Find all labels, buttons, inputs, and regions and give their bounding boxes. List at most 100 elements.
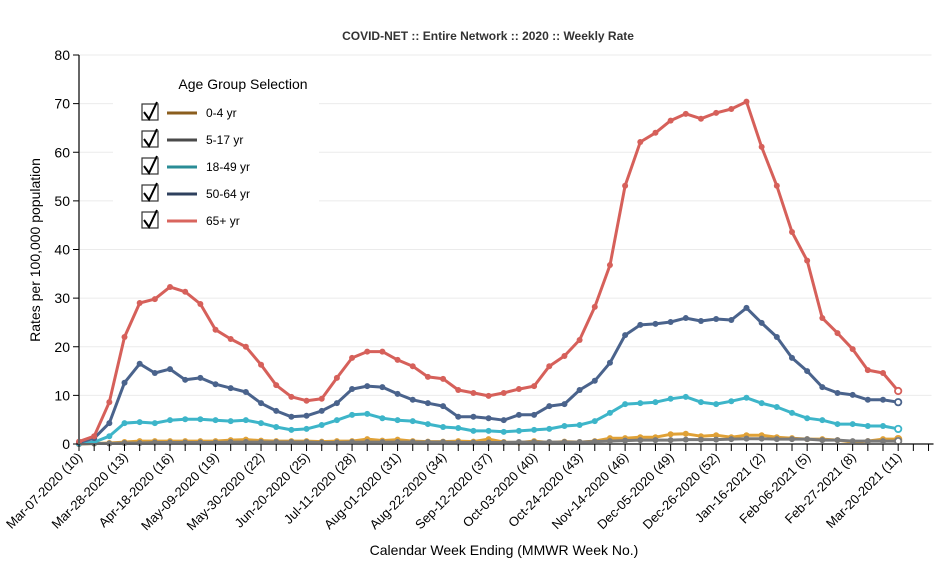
data-point[interactable] xyxy=(455,387,462,394)
data-point[interactable] xyxy=(470,413,477,420)
data-point[interactable] xyxy=(106,420,113,427)
data-point[interactable] xyxy=(880,396,887,403)
data-point[interactable] xyxy=(121,334,128,341)
data-point[interactable] xyxy=(667,318,674,325)
data-point[interactable] xyxy=(697,115,704,122)
data-point[interactable] xyxy=(197,374,204,381)
data-point[interactable] xyxy=(273,407,280,414)
data-point[interactable] xyxy=(273,423,280,430)
data-point[interactable] xyxy=(788,409,795,416)
data-point[interactable] xyxy=(788,436,795,443)
data-point[interactable] xyxy=(500,417,507,424)
data-point[interactable] xyxy=(515,411,522,418)
data-point[interactable] xyxy=(212,381,219,388)
data-point[interactable] xyxy=(622,332,629,339)
data-point[interactable] xyxy=(303,425,310,432)
data-point[interactable] xyxy=(167,283,174,290)
data-point[interactable] xyxy=(834,437,841,444)
data-point[interactable] xyxy=(804,436,811,443)
data-point[interactable] xyxy=(880,438,887,445)
data-point[interactable] xyxy=(561,352,568,359)
legend-item-5-17-yr[interactable]: 5-17 yr xyxy=(141,128,243,148)
data-point[interactable] xyxy=(804,368,811,375)
data-point[interactable] xyxy=(606,438,613,445)
data-point[interactable] xyxy=(349,354,356,361)
data-point[interactable] xyxy=(606,359,613,366)
data-point[interactable] xyxy=(697,317,704,324)
data-point[interactable] xyxy=(258,400,265,407)
data-point[interactable] xyxy=(773,182,780,189)
data-point[interactable] xyxy=(561,423,568,430)
data-point[interactable] xyxy=(682,436,689,443)
data-point[interactable] xyxy=(379,348,386,355)
data-point[interactable] xyxy=(151,370,158,377)
data-point[interactable] xyxy=(106,399,113,406)
data-point[interactable] xyxy=(682,430,689,437)
data-point[interactable] xyxy=(242,343,249,350)
data-point[interactable] xyxy=(227,385,234,392)
data-point[interactable] xyxy=(713,436,720,443)
data-point[interactable] xyxy=(531,411,538,418)
data-point[interactable] xyxy=(819,315,826,322)
legend-item-0-4-yr[interactable]: 0-4 yr xyxy=(141,101,237,121)
data-point[interactable] xyxy=(864,423,871,430)
data-point[interactable] xyxy=(424,400,431,407)
data-point[interactable] xyxy=(622,182,629,189)
data-point[interactable] xyxy=(591,303,598,310)
data-point[interactable] xyxy=(758,319,765,326)
data-point[interactable] xyxy=(788,354,795,361)
data-point[interactable] xyxy=(470,427,477,434)
data-point[interactable] xyxy=(364,410,371,417)
data-point[interactable] xyxy=(576,336,583,343)
data-point[interactable] xyxy=(743,304,750,311)
data-point[interactable] xyxy=(758,400,765,407)
data-point[interactable] xyxy=(424,373,431,380)
data-point[interactable] xyxy=(318,395,325,402)
data-point[interactable] xyxy=(349,411,356,418)
data-point[interactable] xyxy=(364,348,371,355)
data-point[interactable] xyxy=(652,320,659,327)
data-point[interactable] xyxy=(637,321,644,328)
data-point[interactable] xyxy=(212,326,219,333)
data-point[interactable] xyxy=(758,143,765,150)
data-point[interactable] xyxy=(864,396,871,403)
data-point[interactable] xyxy=(894,386,903,396)
legend-item-50-64-yr[interactable]: 50-64 yr xyxy=(141,182,250,202)
data-point[interactable] xyxy=(606,262,613,269)
data-point[interactable] xyxy=(258,361,265,368)
data-point[interactable] xyxy=(440,403,447,410)
data-point[interactable] xyxy=(743,435,750,442)
data-point[interactable] xyxy=(440,375,447,382)
data-point[interactable] xyxy=(485,415,492,422)
data-point[interactable] xyxy=(591,377,598,384)
data-point[interactable] xyxy=(227,418,234,425)
data-point[interactable] xyxy=(197,300,204,307)
data-point[interactable] xyxy=(788,228,795,235)
data-point[interactable] xyxy=(500,389,507,396)
data-point[interactable] xyxy=(227,335,234,342)
data-point[interactable] xyxy=(849,346,856,353)
data-point[interactable] xyxy=(667,395,674,402)
data-point[interactable] xyxy=(440,423,447,430)
data-point[interactable] xyxy=(667,437,674,444)
data-point[interactable] xyxy=(258,420,265,427)
data-point[interactable] xyxy=(864,367,871,374)
data-point[interactable] xyxy=(834,421,841,428)
data-point[interactable] xyxy=(697,436,704,443)
data-point[interactable] xyxy=(485,427,492,434)
data-point[interactable] xyxy=(364,383,371,390)
data-point[interactable] xyxy=(713,401,720,408)
data-point[interactable] xyxy=(713,432,720,439)
data-point[interactable] xyxy=(713,109,720,116)
data-point[interactable] xyxy=(121,379,128,386)
data-point[interactable] xyxy=(151,420,158,427)
data-point[interactable] xyxy=(667,431,674,438)
data-point[interactable] xyxy=(288,393,295,400)
data-point[interactable] xyxy=(819,437,826,444)
data-point[interactable] xyxy=(682,315,689,322)
data-point[interactable] xyxy=(773,334,780,341)
data-point[interactable] xyxy=(652,437,659,444)
data-point[interactable] xyxy=(606,409,613,416)
data-point[interactable] xyxy=(773,404,780,411)
data-point[interactable] xyxy=(409,396,416,403)
